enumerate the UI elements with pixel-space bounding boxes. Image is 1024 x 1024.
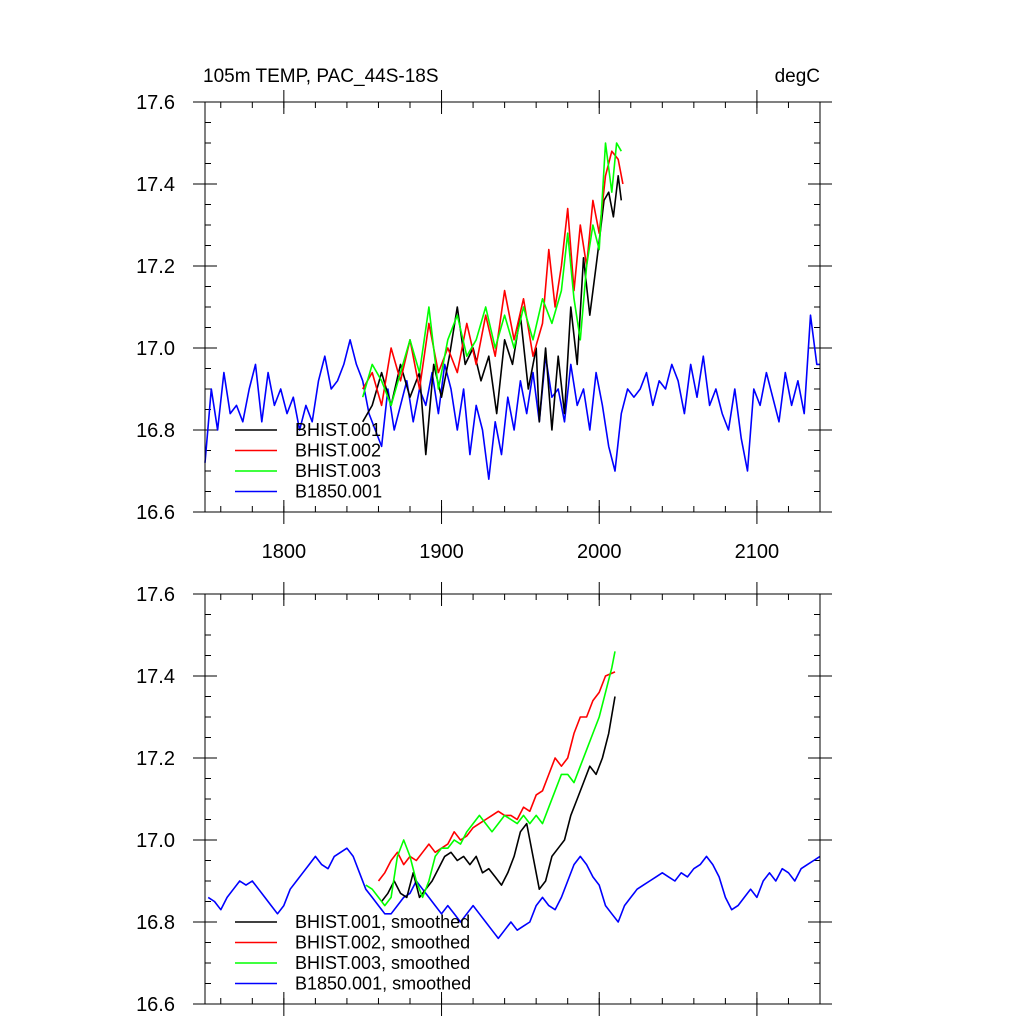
plot-frame [204,101,821,513]
legend-label: BHIST.002, smoothed [295,933,470,953]
series-line [204,314,820,481]
legend-label: BHIST.003 [295,461,381,481]
y-tick-label: 17.4 [136,174,175,196]
y-tick-label: 16.8 [136,420,175,442]
series-line [380,696,616,902]
x-tick-label: 2100 [735,541,780,563]
legend-label: BHIST.001 [295,420,381,440]
series-line [207,847,821,940]
plot-frame [204,593,821,1005]
y-tick-label: 17.6 [136,584,175,606]
y-tick-label: 16.8 [136,912,175,934]
chart-title: 105m TEMP, PAC_44S-18S [203,66,439,87]
y-tick-label: 17.0 [136,338,175,360]
legend-label: BHIST.002 [295,441,381,461]
bottom-panel: 16.6 16.8 17.0 17.2 17.4 17.6 BHIST.001, smoot… [136,582,832,1016]
series-line [365,651,616,907]
legend-label: BHIST.001, smoothed [295,912,470,932]
y-tick-label: 17.2 [136,256,175,278]
y-tick-label: 16.6 [136,502,175,524]
series-line [377,671,616,882]
y-tick-label: 17.0 [136,830,175,852]
series-line [361,142,622,407]
legend-label: BHIST.003, smoothed [295,953,470,973]
units-label: degC [775,66,820,87]
y-tick-label: 16.6 [136,994,175,1016]
top-panel: 16.6 16.8 17.0 17.2 17.4 17.6 1800 1900 2000 2100… [136,90,832,563]
legend-label: B1850.001 [295,482,382,502]
x-tick-label: 2000 [577,541,622,563]
legend-label: B1850.001, smoothed [295,974,471,994]
y-tick-label: 17.2 [136,748,175,770]
x-tick-label: 1800 [262,541,307,563]
y-tick-label: 17.6 [136,92,175,114]
y-tick-label: 17.4 [136,666,175,688]
series-line [362,150,624,407]
x-tick-label: 1900 [419,541,464,563]
